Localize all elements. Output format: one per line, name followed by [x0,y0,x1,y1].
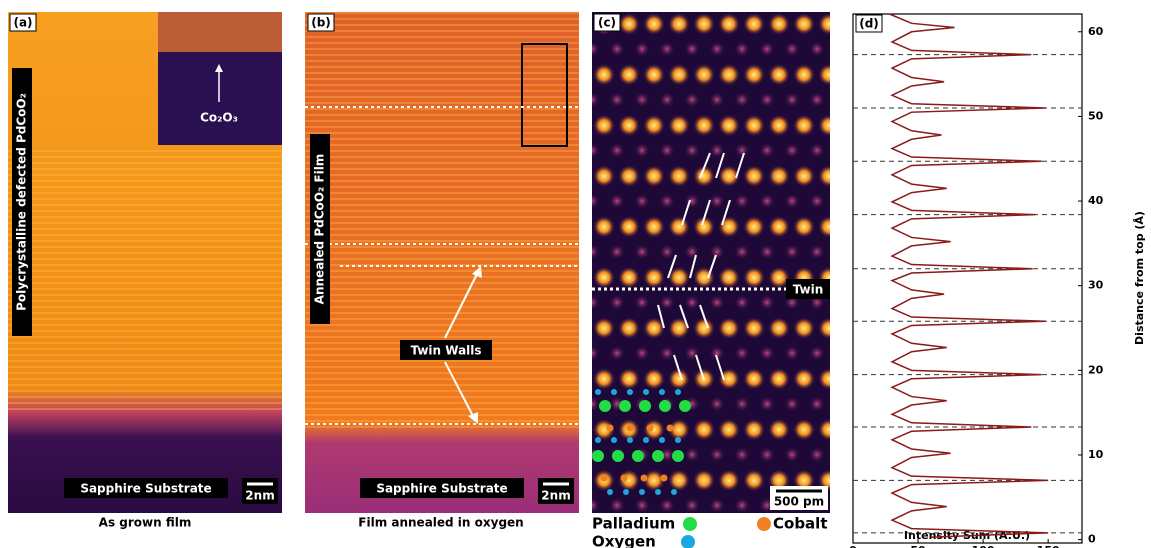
caption: As grown film [99,516,192,530]
panel-label: (c) [598,16,616,30]
panel-label: (b) [311,16,331,30]
panel-label: (a) [13,16,32,30]
layers [305,12,579,432]
scale-label: 2nm [245,489,274,503]
annotation: Twin [793,283,824,297]
substrate-label: Sapphire Substrate [376,482,507,496]
side-label: Polycrystalline defected PdCoO₂ [15,93,29,311]
inset-label: Co₂O₃ [200,111,238,125]
y-tick-label: 0 [1088,533,1096,546]
x-tick-label: 50 [910,544,926,548]
legend-swatch [681,535,695,548]
plot-frame [853,14,1082,543]
legend-swatch [683,517,697,531]
x-tick-label: 100 [972,544,995,548]
image-c [592,12,830,513]
inset-top [158,12,282,52]
y-tick-label: 30 [1088,279,1104,292]
y-tick-label: 60 [1088,25,1104,38]
scale-label: 2nm [541,489,570,503]
chart: (d) Intensity Sum (A.U.) Distance from t… [849,14,1146,548]
substrate-label: Sapphire Substrate [80,482,211,496]
x-tick-label: 150 [1037,544,1060,548]
y-tick-label: 50 [1088,109,1104,122]
legend-swatch [757,517,771,531]
legend-label: Palladium [592,515,675,533]
figure: Co₂O₃ (a) Polycrystalline defected PdCoO… [0,0,1151,548]
layers [8,150,282,410]
caption: Film annealed in oxygen [358,516,523,530]
side-label: Annealed PdCoO₂ Film [313,154,327,305]
legend-label: Cobalt [773,515,828,533]
scale-label: 500 pm [774,495,824,509]
line [889,14,1048,537]
panel-label: (d) [859,17,879,31]
y-tick-label: 20 [1088,363,1104,376]
legend-label: Oxygen [592,533,656,548]
annotation: Twin Walls [410,344,481,358]
y-tick-label: 40 [1088,194,1104,207]
x-tick-label: 0 [849,544,857,548]
y-axis-label: Distance from top (Å) [1133,211,1146,345]
y-tick-label: 10 [1088,448,1104,461]
